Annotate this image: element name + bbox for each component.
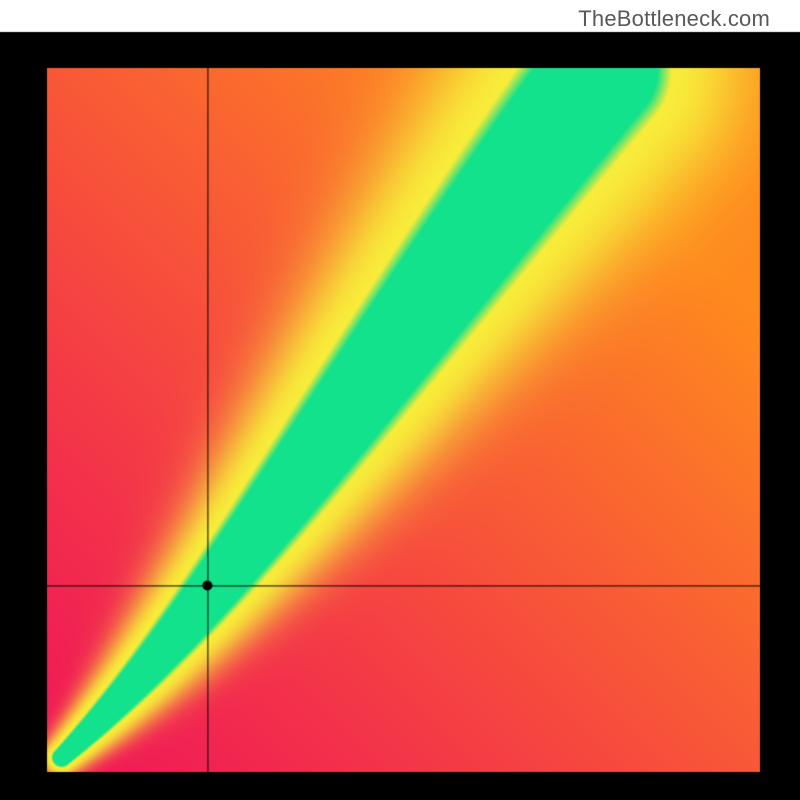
heatmap-canvas bbox=[0, 0, 800, 800]
chart-container: TheBottleneck.com bbox=[0, 0, 800, 800]
watermark-text: TheBottleneck.com bbox=[578, 6, 770, 32]
